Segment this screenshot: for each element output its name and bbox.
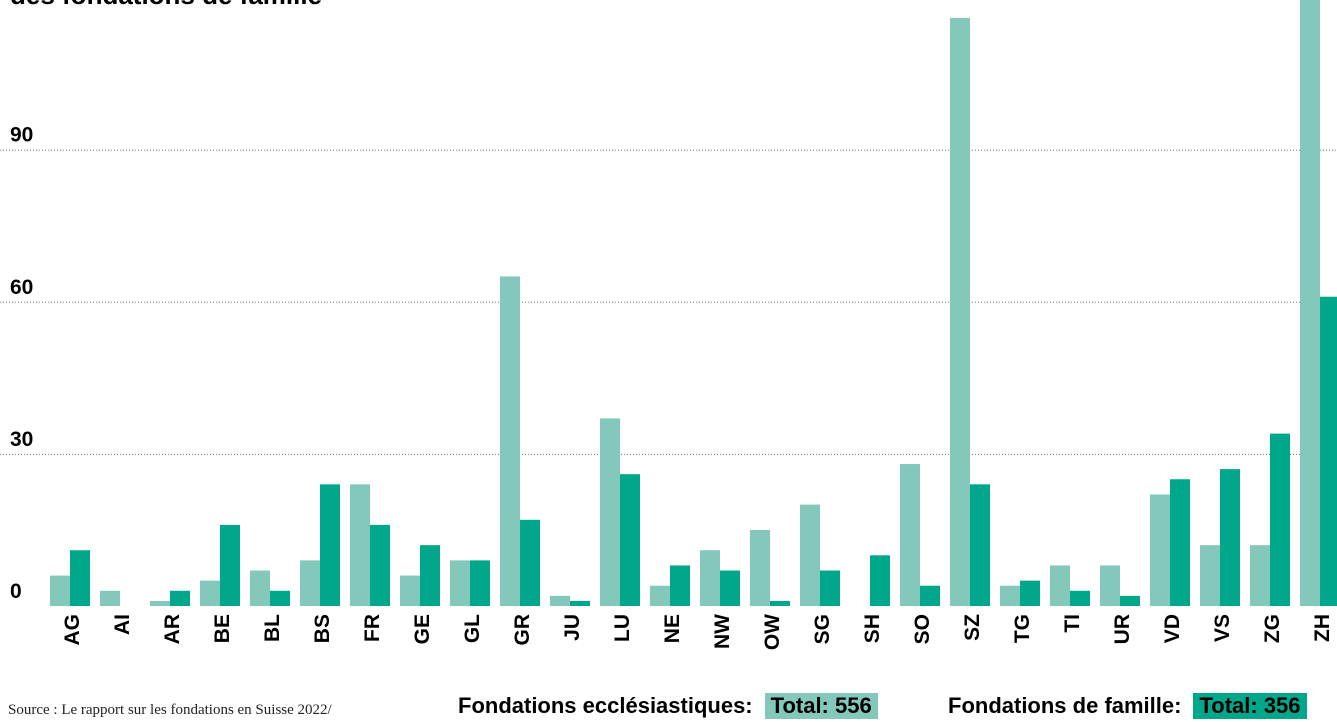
bar-be-family (220, 524, 240, 606)
source-note: Source : Le rapport sur les fondations e… (8, 702, 332, 718)
bar-ow-family (770, 600, 790, 606)
chart-title: des fondations de famille (10, 0, 322, 10)
bar-sh-family (870, 555, 890, 606)
bar-vd-family (1170, 479, 1190, 606)
bar-fr-ecclesiastical (350, 484, 370, 606)
bar-ur-family (1120, 595, 1140, 606)
x-category-label: SO (911, 614, 934, 644)
bar-vs-family (1220, 469, 1240, 606)
y-tick-label: 30 (10, 428, 33, 451)
x-category-label: BE (211, 614, 234, 643)
bar-gr-family (520, 519, 540, 606)
bar-ar-family (170, 590, 190, 606)
x-category-label: SG (811, 614, 834, 644)
bar-tg-ecclesiastical (1000, 585, 1020, 606)
x-category-label: UR (1111, 614, 1134, 644)
x-category-label: TI (1061, 614, 1084, 633)
x-category-label: SH (861, 614, 884, 643)
x-category-label: AR (161, 614, 184, 644)
bar-ar-ecclesiastical (150, 600, 170, 606)
x-category-label: SZ (961, 614, 984, 641)
bar-gl-family (470, 560, 490, 606)
bar-sz-ecclesiastical (950, 17, 970, 606)
bar-ag-family (70, 550, 90, 606)
legend-family-total-badge: Total: 356 (1193, 693, 1307, 719)
x-category-label: GR (511, 614, 534, 646)
y-tick-label: 90 (10, 124, 33, 147)
bar-ge-family (420, 545, 440, 606)
x-category-label: NE (661, 614, 684, 643)
bar-ti-family (1070, 590, 1090, 606)
bar-gl-ecclesiastical (450, 560, 470, 606)
x-category-label: LU (611, 614, 634, 642)
bar-bs-family (320, 484, 340, 606)
bar-zh-family (1320, 296, 1337, 606)
bar-ur-ecclesiastical (1100, 565, 1120, 606)
x-category-label: NW (711, 614, 734, 649)
legend-ecclesiastical-total-badge: Total: 556 (764, 693, 878, 719)
bar-tg-family (1020, 580, 1040, 606)
bar-gr-ecclesiastical (500, 276, 520, 606)
x-category-label: OW (761, 614, 784, 650)
bar-ow-ecclesiastical (750, 529, 770, 606)
x-category-label: BS (311, 614, 334, 643)
bar-so-ecclesiastical (900, 464, 920, 606)
bar-ge-ecclesiastical (400, 575, 420, 606)
bar-fr-family (370, 524, 390, 606)
bar-ai-ecclesiastical (100, 590, 120, 606)
bar-ti-ecclesiastical (1050, 565, 1070, 606)
x-category-label: VS (1211, 614, 1234, 642)
x-category-label: FR (361, 614, 384, 642)
y-tick-label: 60 (10, 276, 33, 299)
x-category-label: BL (261, 614, 284, 642)
bar-ju-family (570, 600, 590, 606)
bar-lu-family (620, 474, 640, 606)
x-category-label: TG (1011, 614, 1034, 643)
x-category-label: AI (111, 614, 134, 635)
bar-zg-ecclesiastical (1250, 545, 1270, 606)
bar-zg-family (1270, 433, 1290, 606)
bar-ju-ecclesiastical (550, 595, 570, 606)
bar-ag-ecclesiastical (50, 575, 70, 606)
bar-vd-ecclesiastical (1150, 494, 1170, 606)
bar-sg-family (820, 570, 840, 606)
legend-ecclesiastical-label: Fondations ecclésiastiques: (458, 693, 753, 718)
bar-vs-ecclesiastical (1200, 545, 1220, 606)
x-category-label: GE (411, 614, 434, 644)
bar-sg-ecclesiastical (800, 504, 820, 606)
x-category-label: JU (561, 614, 584, 641)
bar-be-ecclesiastical (200, 580, 220, 606)
bar-sz-family (970, 484, 990, 606)
legend-family: Fondations de famille: Total: 356 (948, 693, 1307, 719)
bar-bs-ecclesiastical (300, 560, 320, 606)
bar-ne-ecclesiastical (650, 585, 670, 606)
x-category-label: VD (1161, 614, 1184, 643)
bar-zh-ecclesiastical (1300, 0, 1320, 606)
bar-bl-ecclesiastical (250, 570, 270, 606)
legend-family-label: Fondations de famille: (948, 693, 1182, 718)
bar-so-family (920, 585, 940, 606)
bar-nw-family (720, 570, 740, 606)
bar-nw-ecclesiastical (700, 550, 720, 606)
bar-lu-ecclesiastical (600, 418, 620, 606)
bar-bl-family (270, 590, 290, 606)
legend-ecclesiastical: Fondations ecclésiastiques: Total: 556 (458, 693, 878, 719)
bar-ne-family (670, 565, 690, 606)
x-category-label: ZH (1311, 614, 1334, 642)
y-tick-label: 0 (10, 580, 22, 603)
x-category-label: AG (61, 614, 84, 646)
x-category-label: GL (461, 614, 484, 643)
x-category-label: ZG (1261, 614, 1284, 643)
